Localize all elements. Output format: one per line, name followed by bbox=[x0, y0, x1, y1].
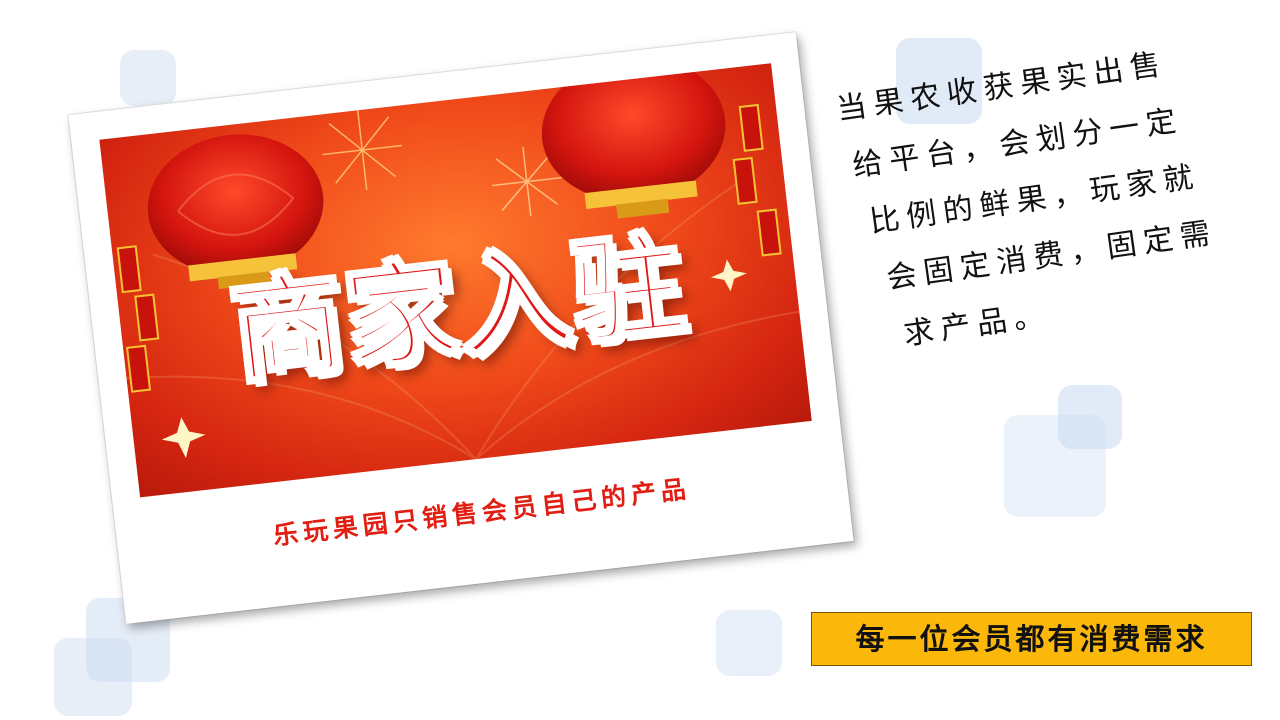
highlight-tag: 每一位会员都有消费需求 bbox=[811, 612, 1252, 666]
deco-square bbox=[120, 50, 176, 106]
firework-icon bbox=[322, 110, 403, 190]
banner-artwork bbox=[116, 63, 800, 460]
deco-square bbox=[1058, 385, 1122, 449]
deco-square bbox=[54, 638, 132, 716]
lantern-icon bbox=[541, 63, 726, 219]
firecracker-icon bbox=[732, 103, 782, 257]
firecracker-icon bbox=[116, 245, 160, 393]
polaroid-photo-frame: 商家入驻 乐玩果园只销售会员自己的产品 bbox=[68, 32, 854, 624]
lantern-icon bbox=[147, 134, 324, 290]
deco-square bbox=[896, 38, 982, 124]
deco-square bbox=[716, 610, 782, 676]
merchant-banner-image: 商家入驻 bbox=[99, 63, 812, 498]
sparkle-icon bbox=[161, 259, 747, 458]
description-text: 当果农收获果实出售 给平台，会划分一定 比例的鲜果，玩家就 会固定消费，固定需 … bbox=[833, 28, 1255, 369]
